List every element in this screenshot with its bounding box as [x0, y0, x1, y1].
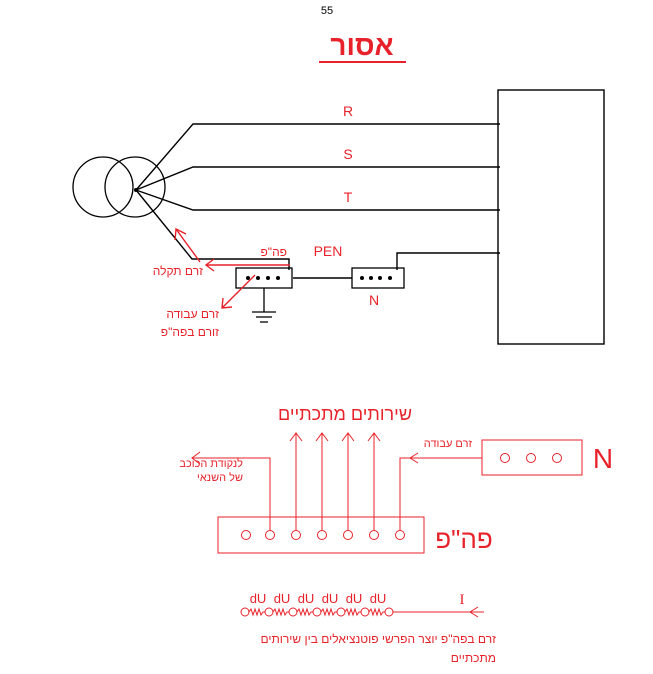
pe-label-bottom: פה"פ	[435, 524, 492, 554]
service-lines	[191, 432, 482, 530]
phase-r-label: R	[343, 103, 353, 119]
caption-line1: זרם בפה"פ יוצר הפרשי פוטנציאלים בין שירו…	[260, 632, 496, 646]
metal-services-label: שירותים מתכתיים	[278, 404, 412, 424]
caption-line2: מתכתיים	[451, 651, 496, 665]
neutral-label-bottom: N	[593, 443, 613, 474]
phase-s-line	[135, 166, 500, 191]
phase-r-line	[135, 123, 500, 191]
current-symbol: I	[460, 592, 465, 608]
pen-label: PEN	[314, 243, 343, 259]
page-title: אסור	[330, 30, 393, 61]
ground-icon	[252, 288, 276, 323]
working-current-label-top: זרם עבודה	[166, 307, 219, 321]
du-label: dU	[370, 591, 387, 606]
du-label: dU	[250, 591, 267, 606]
current-arrows-top	[174, 227, 290, 309]
du-label: dU	[274, 591, 291, 606]
resistor-chain	[240, 606, 484, 618]
working-current-label-bottom: זרם עבודה	[424, 438, 473, 450]
du-label: dU	[346, 591, 363, 606]
flows-in-pe-label: זורם בפה"פ	[161, 325, 219, 339]
phase-s-label: S	[343, 146, 352, 162]
consumer-box	[497, 89, 605, 345]
phase-lines	[135, 123, 500, 211]
du-label: dU	[322, 591, 339, 606]
neutral-terminal-bar	[351, 267, 405, 289]
pe-label-top: פה"פ	[260, 245, 287, 259]
phase-t-label: T	[344, 189, 353, 205]
neutral-bar-bottom	[481, 439, 583, 476]
du-label: dU	[298, 591, 315, 606]
fault-current-label: זרם תקלה	[153, 264, 203, 278]
star-point-label-line2: של השנאי	[197, 471, 243, 484]
neutral-label-top: N	[369, 292, 379, 308]
phase-t-line	[135, 189, 500, 211]
pe-bar-bottom	[217, 516, 425, 554]
neutral-conductor	[396, 252, 500, 270]
page-number: 55	[321, 5, 333, 17]
star-point-label-line1: לנקודת הכוכב	[179, 457, 243, 470]
